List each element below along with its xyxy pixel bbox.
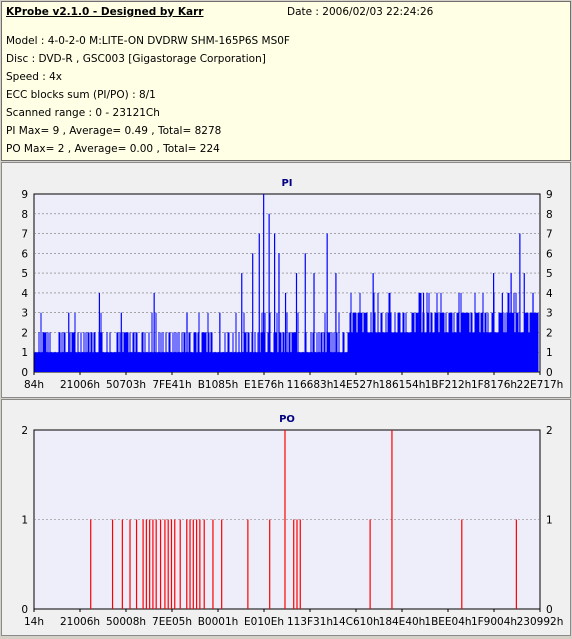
po-chart: PO 0 0 1 1 2 2 14h 21006h 50008h 7EE05h B0001h E010E… <box>21 414 564 628</box>
pi-ytick-right: 3 <box>546 308 553 320</box>
pi-xtick-label: 7FE41h <box>152 379 191 391</box>
pi-xtick-label: E1E76h <box>244 379 284 391</box>
pi-ytick-right: 2 <box>546 327 553 339</box>
pi-xtick-label: 84h <box>24 379 44 391</box>
po-xtick-label: 1F9004h <box>471 616 517 628</box>
pi-chart-panel: PI 0 0 1 1 2 2 3 3 4 4 5 5 6 6 7 7 8 8 9 9 84h 21006h 50703h 7FE… <box>1 162 571 398</box>
po-ytick-right: 0 <box>546 604 553 616</box>
po-ytick-left: 0 <box>21 604 28 616</box>
pi-ytick-left: 0 <box>21 367 28 379</box>
info-disc: Disc : DVD-R , GSC003 [Gigastorage Corpo… <box>6 53 266 65</box>
pi-ytick-left: 1 <box>21 347 28 359</box>
po-chart-title: PO <box>279 414 295 425</box>
info-model: Model : 4-0-2-0 M:LITE-ON DVDRW SHM-165P… <box>6 35 290 47</box>
pi-ytick-left: 3 <box>21 308 28 320</box>
pi-ytick-left: 5 <box>21 268 28 280</box>
pi-xtick-label: 22E717h <box>517 379 564 391</box>
pi-chart: PI 0 0 1 1 2 2 3 3 4 4 5 5 6 6 7 7 8 8 9 9 84h 21006h 50703h 7FE… <box>21 178 564 391</box>
po-xtick-label: 14C610h <box>332 616 379 628</box>
pi-xtick-label: 1BF212h <box>425 379 472 391</box>
po-xtick-label: B0001h <box>198 616 239 628</box>
app-title: KProbe v2.1.0 - Designed by Karr <box>6 6 204 18</box>
po-xtick-label: 50008h <box>106 616 146 628</box>
po-xtick-label: 21006h <box>60 616 100 628</box>
pi-ytick-left: 9 <box>21 189 28 201</box>
info-ecc: ECC blocks sum (PI/PO) : 8/1 <box>6 89 156 101</box>
pi-xtick-label: 186154h <box>379 379 426 391</box>
po-ytick-left: 1 <box>21 515 28 527</box>
pi-xtick-label: 50703h <box>106 379 146 391</box>
pi-ytick-right: 8 <box>546 209 553 221</box>
po-xtick-label: 113F31h <box>287 616 333 628</box>
pi-ytick-right: 5 <box>546 268 553 280</box>
pi-xtick-label: 21006h <box>60 379 100 391</box>
pi-chart-title: PI <box>281 178 292 189</box>
po-chart-panel: PO 0 0 1 1 2 2 14h 21006h 50008h 7EE05h B0001h E010E… <box>1 399 571 636</box>
pi-ytick-left: 4 <box>21 288 28 300</box>
po-ytick-right: 1 <box>546 515 553 527</box>
info-panel: KProbe v2.1.0 - Designed by Karr Date : … <box>1 1 571 161</box>
info-speed: Speed : 4x <box>6 71 63 83</box>
po-xtick-label: 230992h <box>517 616 564 628</box>
info-pi-summary: PI Max= 9 , Average= 0.49 , Total= 8278 <box>6 125 222 137</box>
pi-xtick-label: 116683h <box>287 379 334 391</box>
pi-xtick-label: 1F8176h <box>471 379 517 391</box>
pi-ytick-right: 6 <box>546 248 553 260</box>
po-xtick-label: 7EE05h <box>152 616 192 628</box>
po-xtick-label: E010Eh <box>244 616 284 628</box>
pi-xtick-label: 14E527h <box>333 379 380 391</box>
pi-ytick-right: 4 <box>546 288 553 300</box>
pi-ytick-right: 9 <box>546 189 553 201</box>
info-po-summary: PO Max= 2 , Average= 0.00 , Total= 224 <box>6 143 220 155</box>
info-range: Scanned range : 0 - 23121Ch <box>6 107 160 119</box>
pi-ytick-left: 8 <box>21 209 28 221</box>
pi-ytick-left: 6 <box>21 248 28 260</box>
pi-ytick-left: 7 <box>21 229 28 241</box>
po-xtick-label: 1BEE04h <box>424 616 471 628</box>
pi-ytick-right: 7 <box>546 229 553 241</box>
pi-xtick-label: B1085h <box>198 379 239 391</box>
po-ytick-left: 2 <box>21 425 28 437</box>
pi-ytick-right: 1 <box>546 347 553 359</box>
po-xtick-label: 14h <box>24 616 44 628</box>
pi-ytick-left: 2 <box>21 327 28 339</box>
po-ytick-right: 2 <box>546 425 553 437</box>
po-xtick-label: 184E40h <box>379 616 426 628</box>
scan-date: Date : 2006/02/03 22:24:26 <box>287 6 434 18</box>
pi-ytick-right: 0 <box>546 367 553 379</box>
